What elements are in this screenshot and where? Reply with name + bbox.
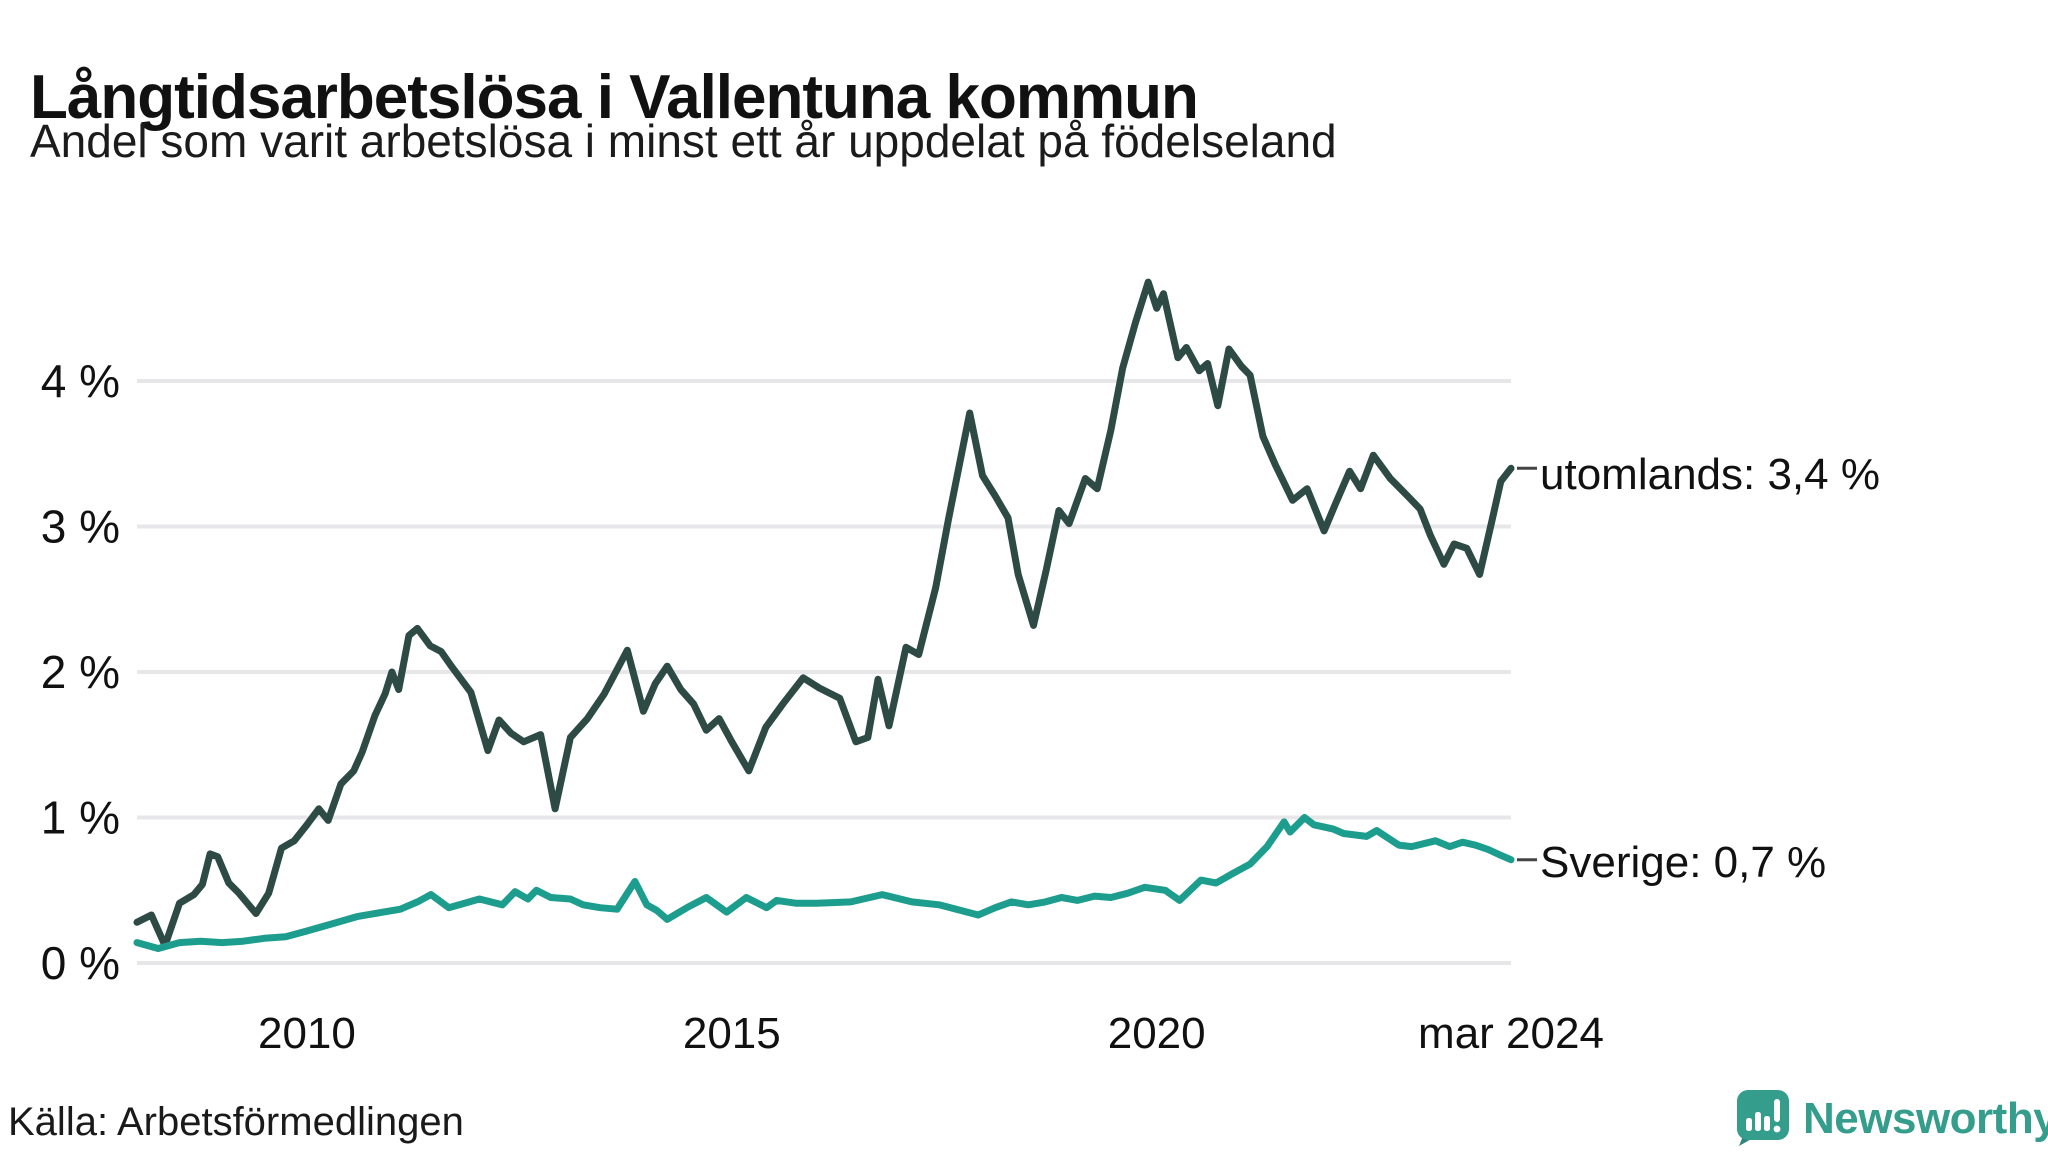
source-note: Källa: Arbetsförmedlingen bbox=[8, 1100, 464, 1144]
page-subtitle: Andel som varit arbetslösa i minst ett å… bbox=[30, 115, 1337, 167]
x-tick-label: 2015 bbox=[683, 1009, 781, 1058]
x-tick-label: 2010 bbox=[258, 1009, 356, 1058]
series-line-sverige bbox=[133, 814, 1515, 952]
x-tick-label: 2020 bbox=[1108, 1009, 1206, 1058]
y-tick-label: 2 % bbox=[41, 646, 120, 698]
y-tick-label: 0 % bbox=[41, 937, 120, 989]
newsworthy-logo[interactable]: Newsworthy bbox=[1737, 1090, 2048, 1148]
y-tick-label: 4 % bbox=[41, 355, 120, 407]
x-tick-label: mar 2024 bbox=[1418, 1009, 1604, 1058]
y-tick-label: 1 % bbox=[41, 792, 120, 844]
newsworthy-wordmark: Newsworthy bbox=[1803, 1094, 2048, 1143]
series-label-sverige: Sverige: 0,7 % bbox=[1540, 837, 1827, 887]
page-title: Långtidsarbetslösa i Vallentuna kommun bbox=[30, 62, 1199, 132]
series-label-utomlands: utomlands: 3,4 % bbox=[1540, 450, 1880, 500]
y-tick-label: 3 % bbox=[41, 501, 120, 553]
series-line-utomlands bbox=[133, 278, 1515, 949]
newsworthy-icon bbox=[1737, 1090, 1789, 1146]
